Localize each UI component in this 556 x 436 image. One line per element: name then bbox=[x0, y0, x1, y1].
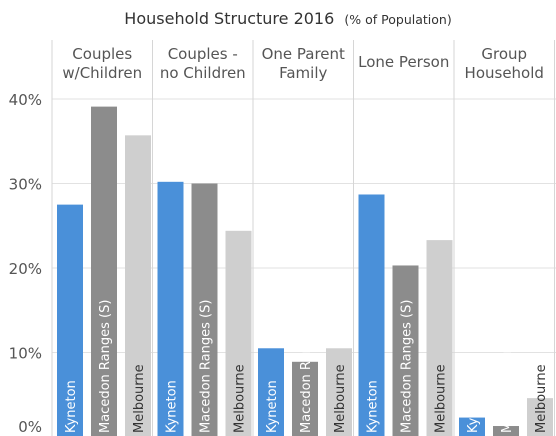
y-tick-label: 40% bbox=[9, 91, 42, 109]
y-tick-label: 30% bbox=[9, 176, 42, 194]
panel-header: Group Household bbox=[465, 45, 544, 82]
chart-title: Household Structure 2016 (% of Populatio… bbox=[124, 9, 451, 28]
bar bbox=[258, 348, 284, 436]
bar-label: Macedon Ranges (S) bbox=[400, 300, 415, 433]
bar-label: Macedon Ranges (S) bbox=[199, 300, 214, 433]
bar-label: Melbourne bbox=[534, 364, 549, 433]
chart-title-main: Household Structure 2016 bbox=[124, 9, 334, 28]
panels: Couples w/Children Kyneton Macedon Ranges (… bbox=[51, 40, 555, 436]
bar bbox=[392, 265, 419, 436]
y-tick-label: 0% bbox=[18, 418, 42, 436]
y-tick-label: 10% bbox=[9, 345, 42, 363]
bar bbox=[326, 348, 352, 436]
bar-label: Melbourne bbox=[333, 364, 348, 433]
bar-label: Kyneton bbox=[366, 380, 381, 433]
panel-header: Couples w/Children bbox=[62, 45, 142, 82]
bar-label: Melbourne bbox=[132, 364, 147, 433]
bar-label: Melbourne bbox=[233, 364, 248, 433]
bar bbox=[358, 194, 385, 436]
bar-label: Kyneton bbox=[466, 380, 481, 433]
bar-label: Kyneton bbox=[265, 380, 280, 433]
bar bbox=[527, 398, 553, 436]
bar-label: Melbourne bbox=[434, 364, 449, 433]
bar bbox=[125, 135, 151, 436]
panel-header: Couples -no Children bbox=[160, 45, 246, 82]
bar-label: Macedon Ranges (S) bbox=[500, 300, 515, 433]
bar-label: Kyneton bbox=[165, 380, 180, 433]
bar bbox=[225, 230, 252, 436]
bar bbox=[91, 106, 117, 436]
bar bbox=[426, 240, 453, 436]
chart-title-sub: (% of Population) bbox=[344, 12, 451, 27]
bar bbox=[459, 417, 485, 436]
y-axis: 0% 10% 20% 30% 40% bbox=[9, 91, 42, 436]
bar bbox=[292, 361, 318, 436]
y-tick-label: 20% bbox=[9, 260, 42, 278]
bar bbox=[191, 183, 218, 436]
bar bbox=[157, 181, 184, 436]
panel-header: Lone Person bbox=[358, 53, 449, 71]
bar bbox=[57, 204, 83, 436]
bar bbox=[493, 426, 519, 436]
bar-label: Macedon Ranges (S) bbox=[299, 300, 314, 433]
bar-label: Macedon Ranges (S) bbox=[98, 300, 113, 433]
panel-header: One Parent Family bbox=[262, 45, 345, 82]
bar-label: Kyneton bbox=[64, 380, 79, 433]
